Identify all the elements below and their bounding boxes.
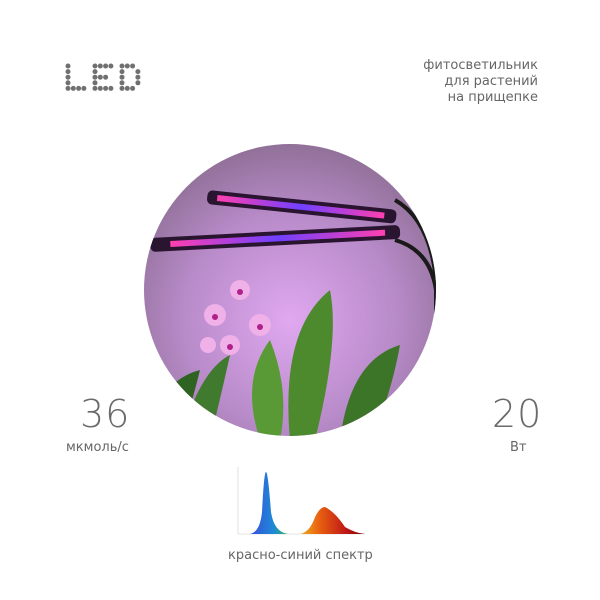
logo-dot — [97, 85, 103, 91]
logo-dot — [119, 74, 125, 80]
logo-dot — [103, 85, 109, 91]
ppf-value: 36 — [80, 392, 131, 436]
logo-dot — [81, 85, 87, 91]
logo-dot — [130, 63, 136, 69]
logo-dot — [76, 85, 82, 91]
logo-dot — [103, 74, 109, 80]
logo-dot — [65, 63, 71, 69]
ppf-unit: мкмоль/с — [66, 440, 129, 455]
logo-dot — [119, 80, 125, 86]
logo-dot — [65, 85, 71, 91]
logo-dot — [103, 63, 109, 69]
logo-dot — [65, 74, 71, 80]
logo-dot — [92, 69, 98, 75]
logo-dot — [65, 80, 71, 86]
led-logo — [65, 63, 141, 91]
logo-dot — [124, 63, 130, 69]
logo-dot — [92, 74, 98, 80]
logo-dot — [119, 69, 125, 75]
lamp-bar-upper — [207, 190, 397, 224]
logo-dot — [124, 85, 130, 91]
product-line: фитосветильник — [423, 58, 538, 73]
blue-peak — [250, 472, 288, 534]
logo-dot — [135, 80, 141, 86]
logo-dot — [130, 85, 136, 91]
power-value: 20 — [492, 392, 543, 436]
lamp-bar-lower — [150, 225, 401, 252]
spectrum-graph — [237, 467, 365, 535]
logo-dot — [65, 69, 71, 75]
product-photo — [144, 144, 436, 436]
power-unit: Вт — [510, 440, 527, 455]
spectrum-caption: красно-синий спектр — [228, 548, 373, 563]
logo-dot — [108, 63, 114, 69]
logo-dot — [135, 74, 141, 80]
logo-dot — [119, 63, 125, 69]
logo-dot — [135, 69, 141, 75]
logo-dot — [97, 74, 103, 80]
logo-dot — [92, 63, 98, 69]
logo-dot — [92, 80, 98, 86]
product-line: для растений — [444, 74, 538, 89]
logo-dot — [70, 85, 76, 91]
logo-dot — [97, 63, 103, 69]
product-description: фитосветильник для растений на прищепке — [423, 58, 538, 106]
logo-dot — [108, 85, 114, 91]
product-line: на прищепке — [447, 90, 538, 105]
logo-dot — [119, 85, 125, 91]
red-peak — [300, 507, 365, 534]
logo-dot — [92, 85, 98, 91]
